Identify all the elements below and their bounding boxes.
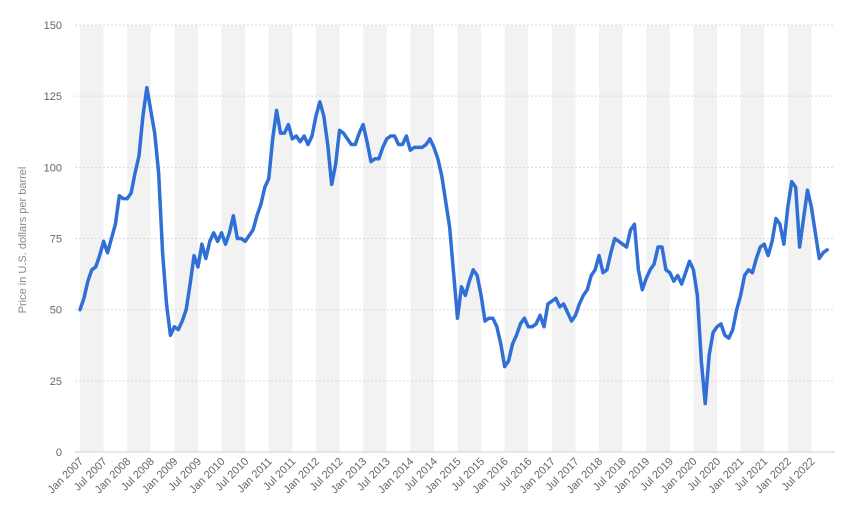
band: [646, 25, 670, 452]
series-line-brent-price: [78, 85, 829, 406]
y-tick-label: 150: [44, 20, 62, 32]
y-tick-label: 125: [44, 91, 62, 103]
band: [599, 25, 623, 452]
y-tick-label: 50: [50, 305, 62, 317]
band: [363, 25, 387, 452]
y-tick-label: 0: [56, 447, 62, 459]
band: [457, 25, 482, 452]
alternating-bands: [80, 25, 812, 452]
band: [410, 25, 434, 452]
band: [174, 25, 198, 452]
y-tick-label: 75: [50, 234, 62, 246]
y-axis-ticks: 0 25 50 75 100 125 150: [44, 20, 62, 459]
band: [221, 25, 246, 452]
y-tick-label: 100: [44, 162, 62, 174]
y-axis-label: Price in U.S. dollars per barrel: [17, 167, 29, 314]
band: [127, 25, 151, 452]
y-tick-label: 25: [50, 376, 62, 388]
